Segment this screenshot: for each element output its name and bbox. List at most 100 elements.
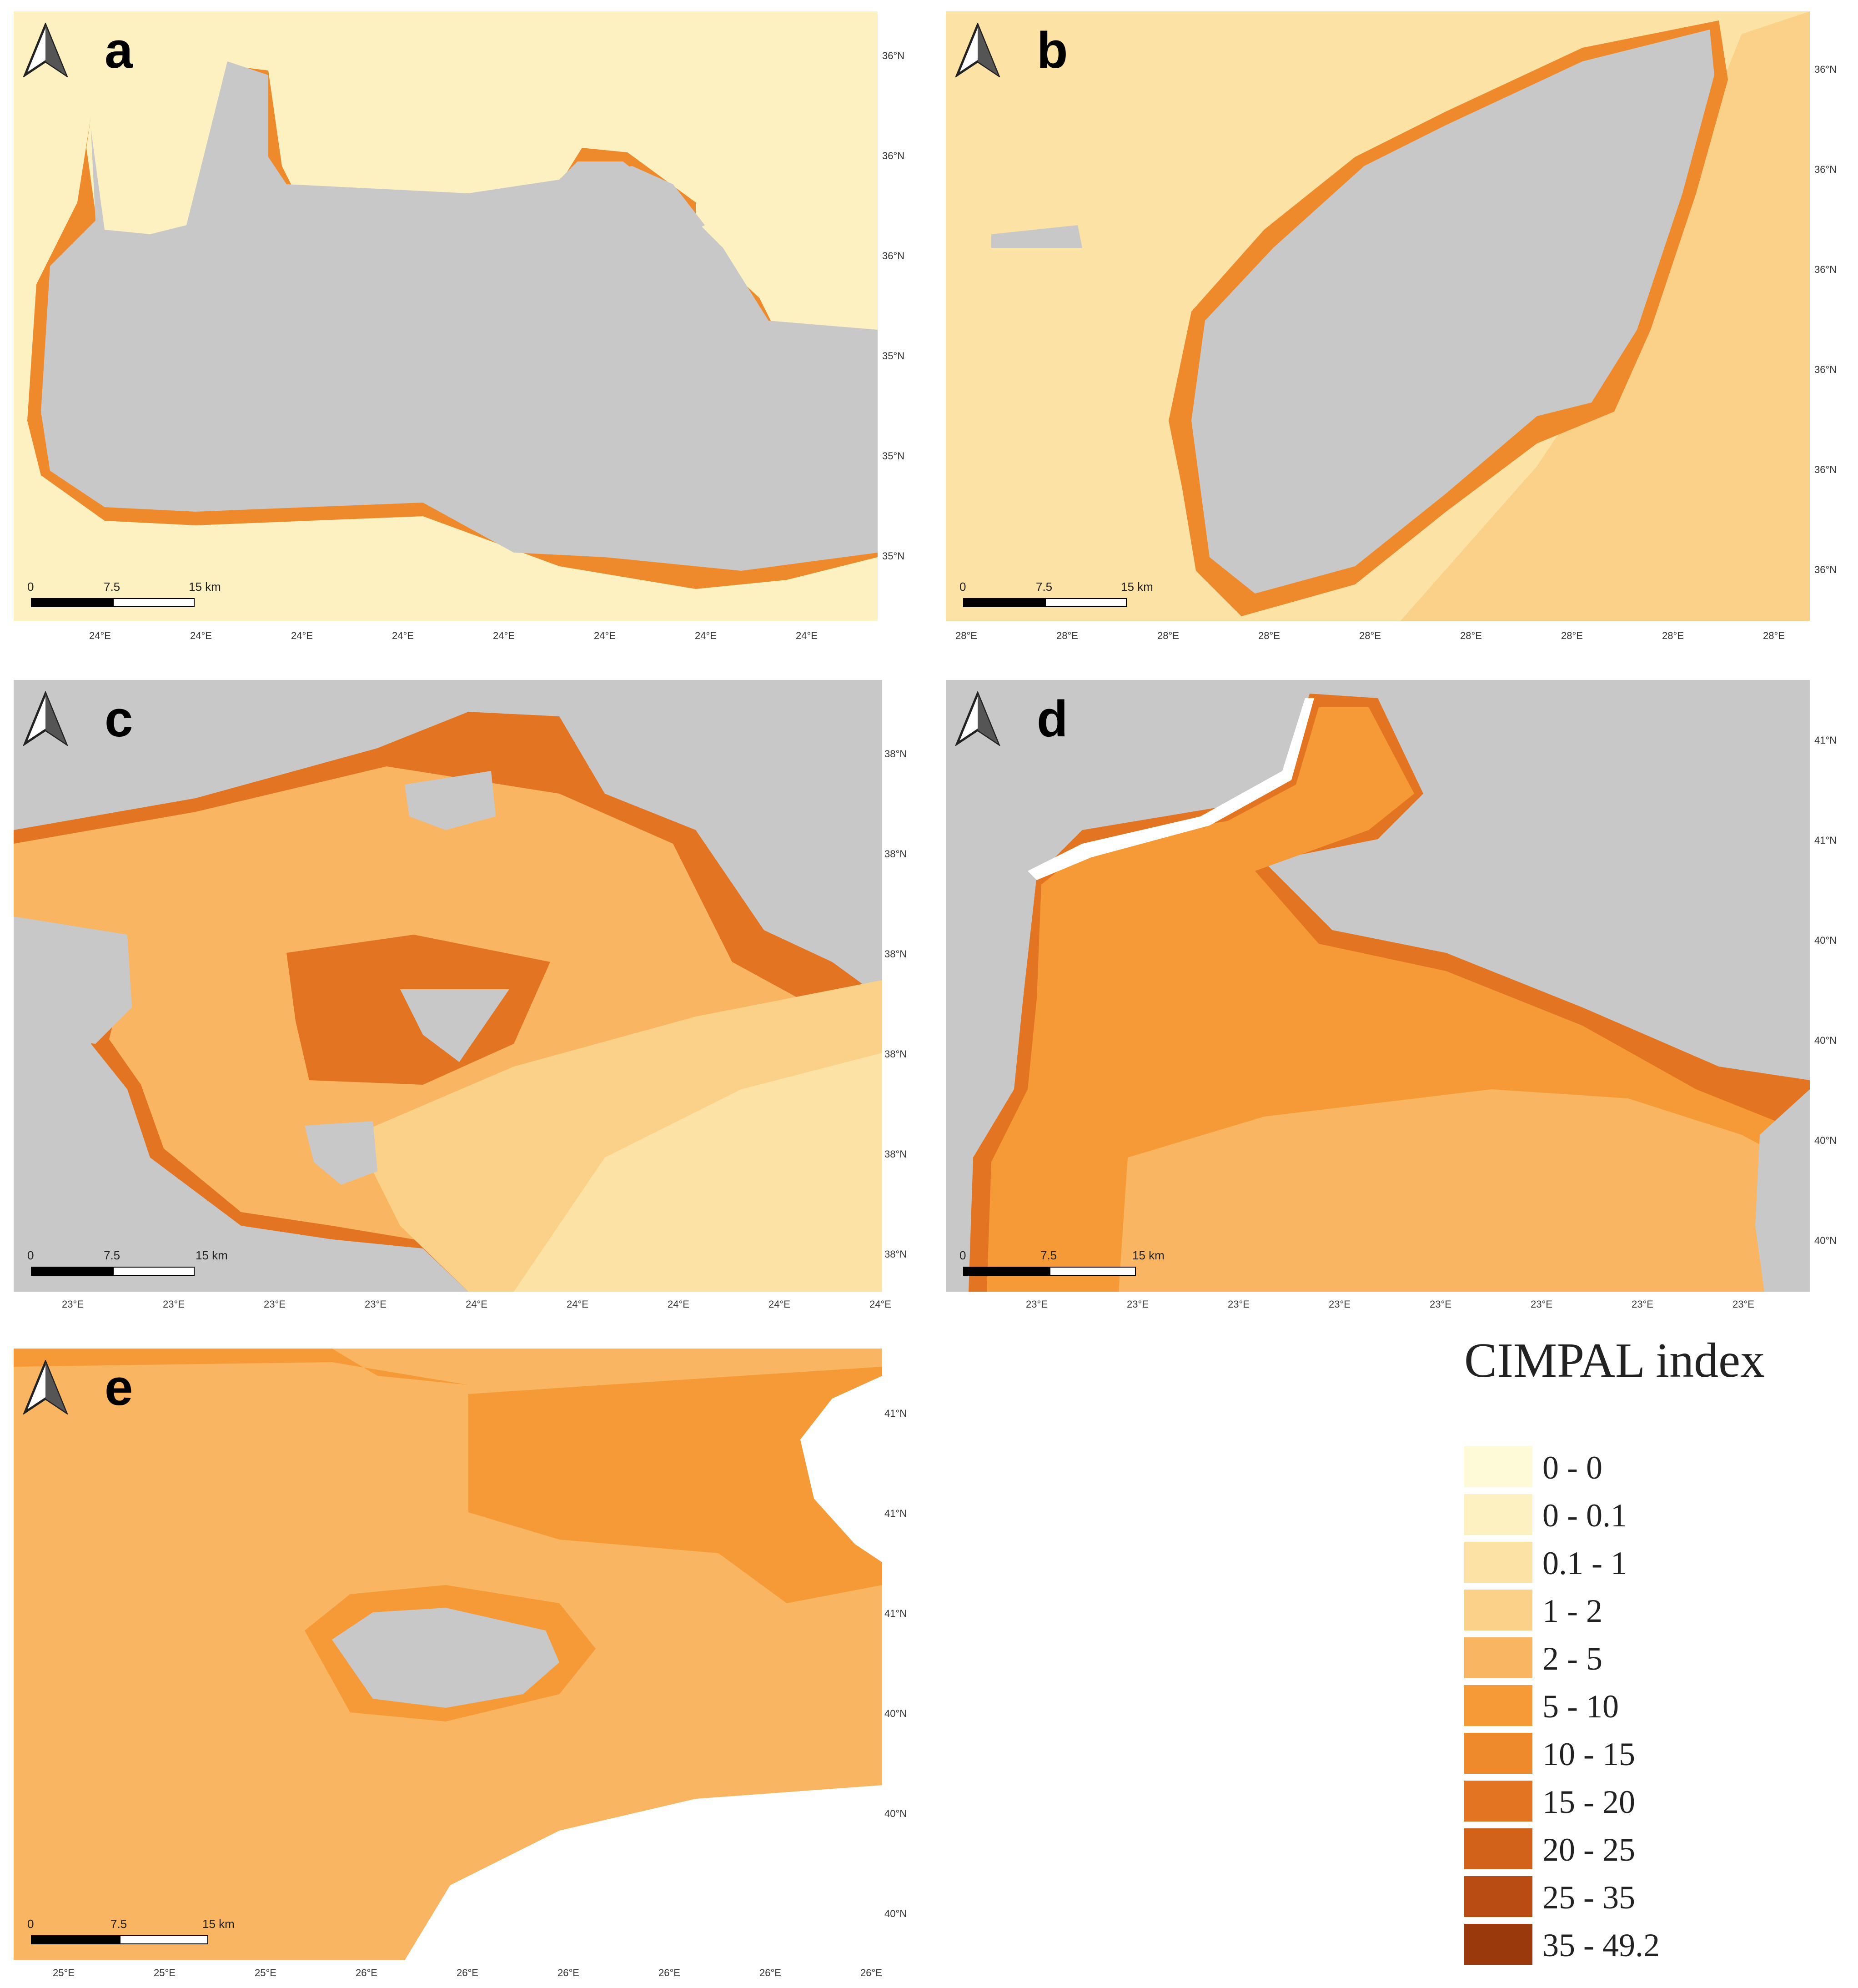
lon-label-c: 24°E bbox=[567, 1298, 588, 1310]
map-e-north-band bbox=[14, 1349, 468, 1385]
scale-label-0: 0 bbox=[959, 580, 966, 594]
lon-label-d: 23°E bbox=[1127, 1298, 1149, 1310]
legend-swatch bbox=[1464, 1637, 1532, 1678]
lon-label-a: 24°E bbox=[493, 630, 515, 641]
lon-label-e: 26°E bbox=[759, 1967, 781, 1978]
legend-label: 15 - 20 bbox=[1542, 1784, 1635, 1820]
lon-label-c: 23°E bbox=[365, 1298, 387, 1310]
map-b-offshore-zone bbox=[1401, 11, 1810, 621]
legend-label: 20 - 25 bbox=[1542, 1832, 1635, 1868]
map-c-canvas bbox=[14, 680, 882, 1292]
lon-label-b: 28°E bbox=[955, 630, 977, 641]
scale-label-15: 15 km bbox=[1121, 580, 1153, 594]
lat-label-d: 40°N bbox=[1814, 1235, 1837, 1246]
legend-item: 20 - 25 bbox=[1464, 1828, 1828, 1869]
lon-label-a: 24°E bbox=[695, 630, 717, 641]
lat-label-e: 40°N bbox=[884, 1708, 907, 1719]
map-b-island-land bbox=[1191, 30, 1714, 594]
lon-label-c: 23°E bbox=[62, 1298, 84, 1310]
lat-label-e: 41°N bbox=[884, 1408, 907, 1419]
map-d-canvas bbox=[946, 680, 1810, 1292]
north-arrow-icon bbox=[23, 1360, 68, 1414]
lon-label-d: 23°E bbox=[1732, 1298, 1754, 1310]
map-c-small-island bbox=[305, 1121, 377, 1185]
lon-label-c: 24°E bbox=[466, 1298, 487, 1310]
scale-label-0: 0 bbox=[27, 580, 34, 594]
scale-label-15: 15 km bbox=[1132, 1248, 1165, 1262]
lat-label-e: 40°N bbox=[884, 1808, 907, 1819]
lat-label-a: 36°N bbox=[882, 250, 905, 262]
map-c-island-land bbox=[400, 989, 509, 1062]
panel-letter-c: c bbox=[105, 690, 133, 747]
scale-label-7-5: 7.5 bbox=[110, 1917, 127, 1931]
lat-label-a: 35°N bbox=[882, 350, 905, 362]
legend-swatch bbox=[1464, 1590, 1532, 1631]
lon-label-e: 26°E bbox=[557, 1967, 579, 1978]
lat-label-c: 38°N bbox=[884, 1248, 907, 1260]
panel-letter-e: e bbox=[105, 1359, 133, 1416]
north-arrow-icon bbox=[955, 691, 1000, 746]
panel-letter-a: a bbox=[105, 22, 133, 79]
legend-swatch bbox=[1464, 1542, 1532, 1583]
scale-label-7-5: 7.5 bbox=[1036, 580, 1053, 594]
legend-label: 0.1 - 1 bbox=[1542, 1545, 1627, 1581]
scale-label-7-5: 7.5 bbox=[104, 580, 121, 594]
north-arrow-icon bbox=[23, 691, 68, 746]
legend-swatch bbox=[1464, 1494, 1532, 1535]
lat-label-a: 35°N bbox=[882, 550, 905, 562]
legend-item: 0.1 - 1 bbox=[1464, 1542, 1828, 1583]
legend-title: CIMPAL index bbox=[1464, 1334, 1765, 1388]
legend-label: 2 - 5 bbox=[1542, 1641, 1602, 1677]
legend-item: 0 - 0 bbox=[1464, 1446, 1828, 1487]
map-e-canvas bbox=[14, 1349, 882, 1960]
lon-label-b: 28°E bbox=[1460, 630, 1482, 641]
lat-label-b: 36°N bbox=[1814, 264, 1837, 275]
map-c-north-inlet bbox=[405, 771, 496, 830]
map-panel-e: e 0 7.5 15 km 41°N 41°N 41°N 40°N 40°N 4… bbox=[14, 1349, 907, 1978]
lon-label-b: 28°E bbox=[1157, 630, 1179, 641]
lon-label-b: 28°E bbox=[1763, 630, 1785, 641]
map-panel-c: c 0 7.5 15 km 38°N 38°N 38°N 38°N 38°N 3… bbox=[14, 680, 907, 1310]
lat-label-d: 40°N bbox=[1814, 1135, 1837, 1146]
lat-label-d: 40°N bbox=[1814, 1035, 1837, 1046]
legend-swatch bbox=[1464, 1781, 1532, 1822]
lon-label-e: 25°E bbox=[255, 1967, 276, 1978]
legend-item: 5 - 10 bbox=[1464, 1685, 1828, 1726]
lat-label-a: 35°N bbox=[882, 450, 905, 462]
lon-label-b: 28°E bbox=[1662, 630, 1684, 641]
legend-label: 35 - 49.2 bbox=[1542, 1927, 1660, 1963]
map-b-canvas bbox=[946, 11, 1810, 621]
map-panel-b: b 0 7.5 15 km 36°N 36°N 36°N 36°N 36°N 3… bbox=[946, 11, 1837, 641]
lat-label-b: 36°N bbox=[1814, 564, 1837, 575]
scale-label-7-5: 7.5 bbox=[104, 1248, 121, 1262]
lon-label-e: 26°E bbox=[356, 1967, 377, 1978]
lon-label-e: 26°E bbox=[860, 1967, 882, 1978]
lon-label-e: 25°E bbox=[154, 1967, 176, 1978]
lat-label-e: 41°N bbox=[884, 1608, 907, 1619]
scale-label-7-5: 7.5 bbox=[1040, 1248, 1057, 1262]
lon-label-e: 25°E bbox=[53, 1967, 75, 1978]
legend-label: 0 - 0 bbox=[1542, 1449, 1602, 1486]
lon-label-a: 24°E bbox=[190, 630, 212, 641]
map-panel-a: a 0 7.5 15 km 36°N 36°N 36°N 35°N 35°N 3… bbox=[14, 11, 904, 641]
map-e-darker-zone bbox=[468, 1367, 882, 1603]
lon-label-a: 24°E bbox=[392, 630, 414, 641]
lat-label-c: 38°N bbox=[884, 848, 907, 860]
scale-label-15: 15 km bbox=[202, 1917, 235, 1931]
scale-label-0: 0 bbox=[959, 1248, 966, 1262]
scale-label-15: 15 km bbox=[196, 1248, 228, 1262]
lon-label-d: 23°E bbox=[1329, 1298, 1351, 1310]
lon-label-c: 23°E bbox=[163, 1298, 185, 1310]
legend-item: 15 - 20 bbox=[1464, 1781, 1828, 1822]
lon-label-b: 28°E bbox=[1561, 630, 1583, 641]
lat-label-c: 38°N bbox=[884, 1148, 907, 1160]
legend-item: 2 - 5 bbox=[1464, 1637, 1828, 1678]
legend-label: 1 - 2 bbox=[1542, 1593, 1602, 1629]
legend-swatch bbox=[1464, 1733, 1532, 1774]
lon-label-a: 24°E bbox=[594, 630, 616, 641]
legend: CIMPAL index 0 - 0 0 - 0.1 0.1 - 1 1 - 2… bbox=[1464, 1333, 1837, 1978]
lat-label-d: 40°N bbox=[1814, 935, 1837, 946]
legend-label: 10 - 15 bbox=[1542, 1736, 1635, 1772]
legend-label: 0 - 0.1 bbox=[1542, 1497, 1627, 1534]
legend-swatch bbox=[1464, 1924, 1532, 1965]
